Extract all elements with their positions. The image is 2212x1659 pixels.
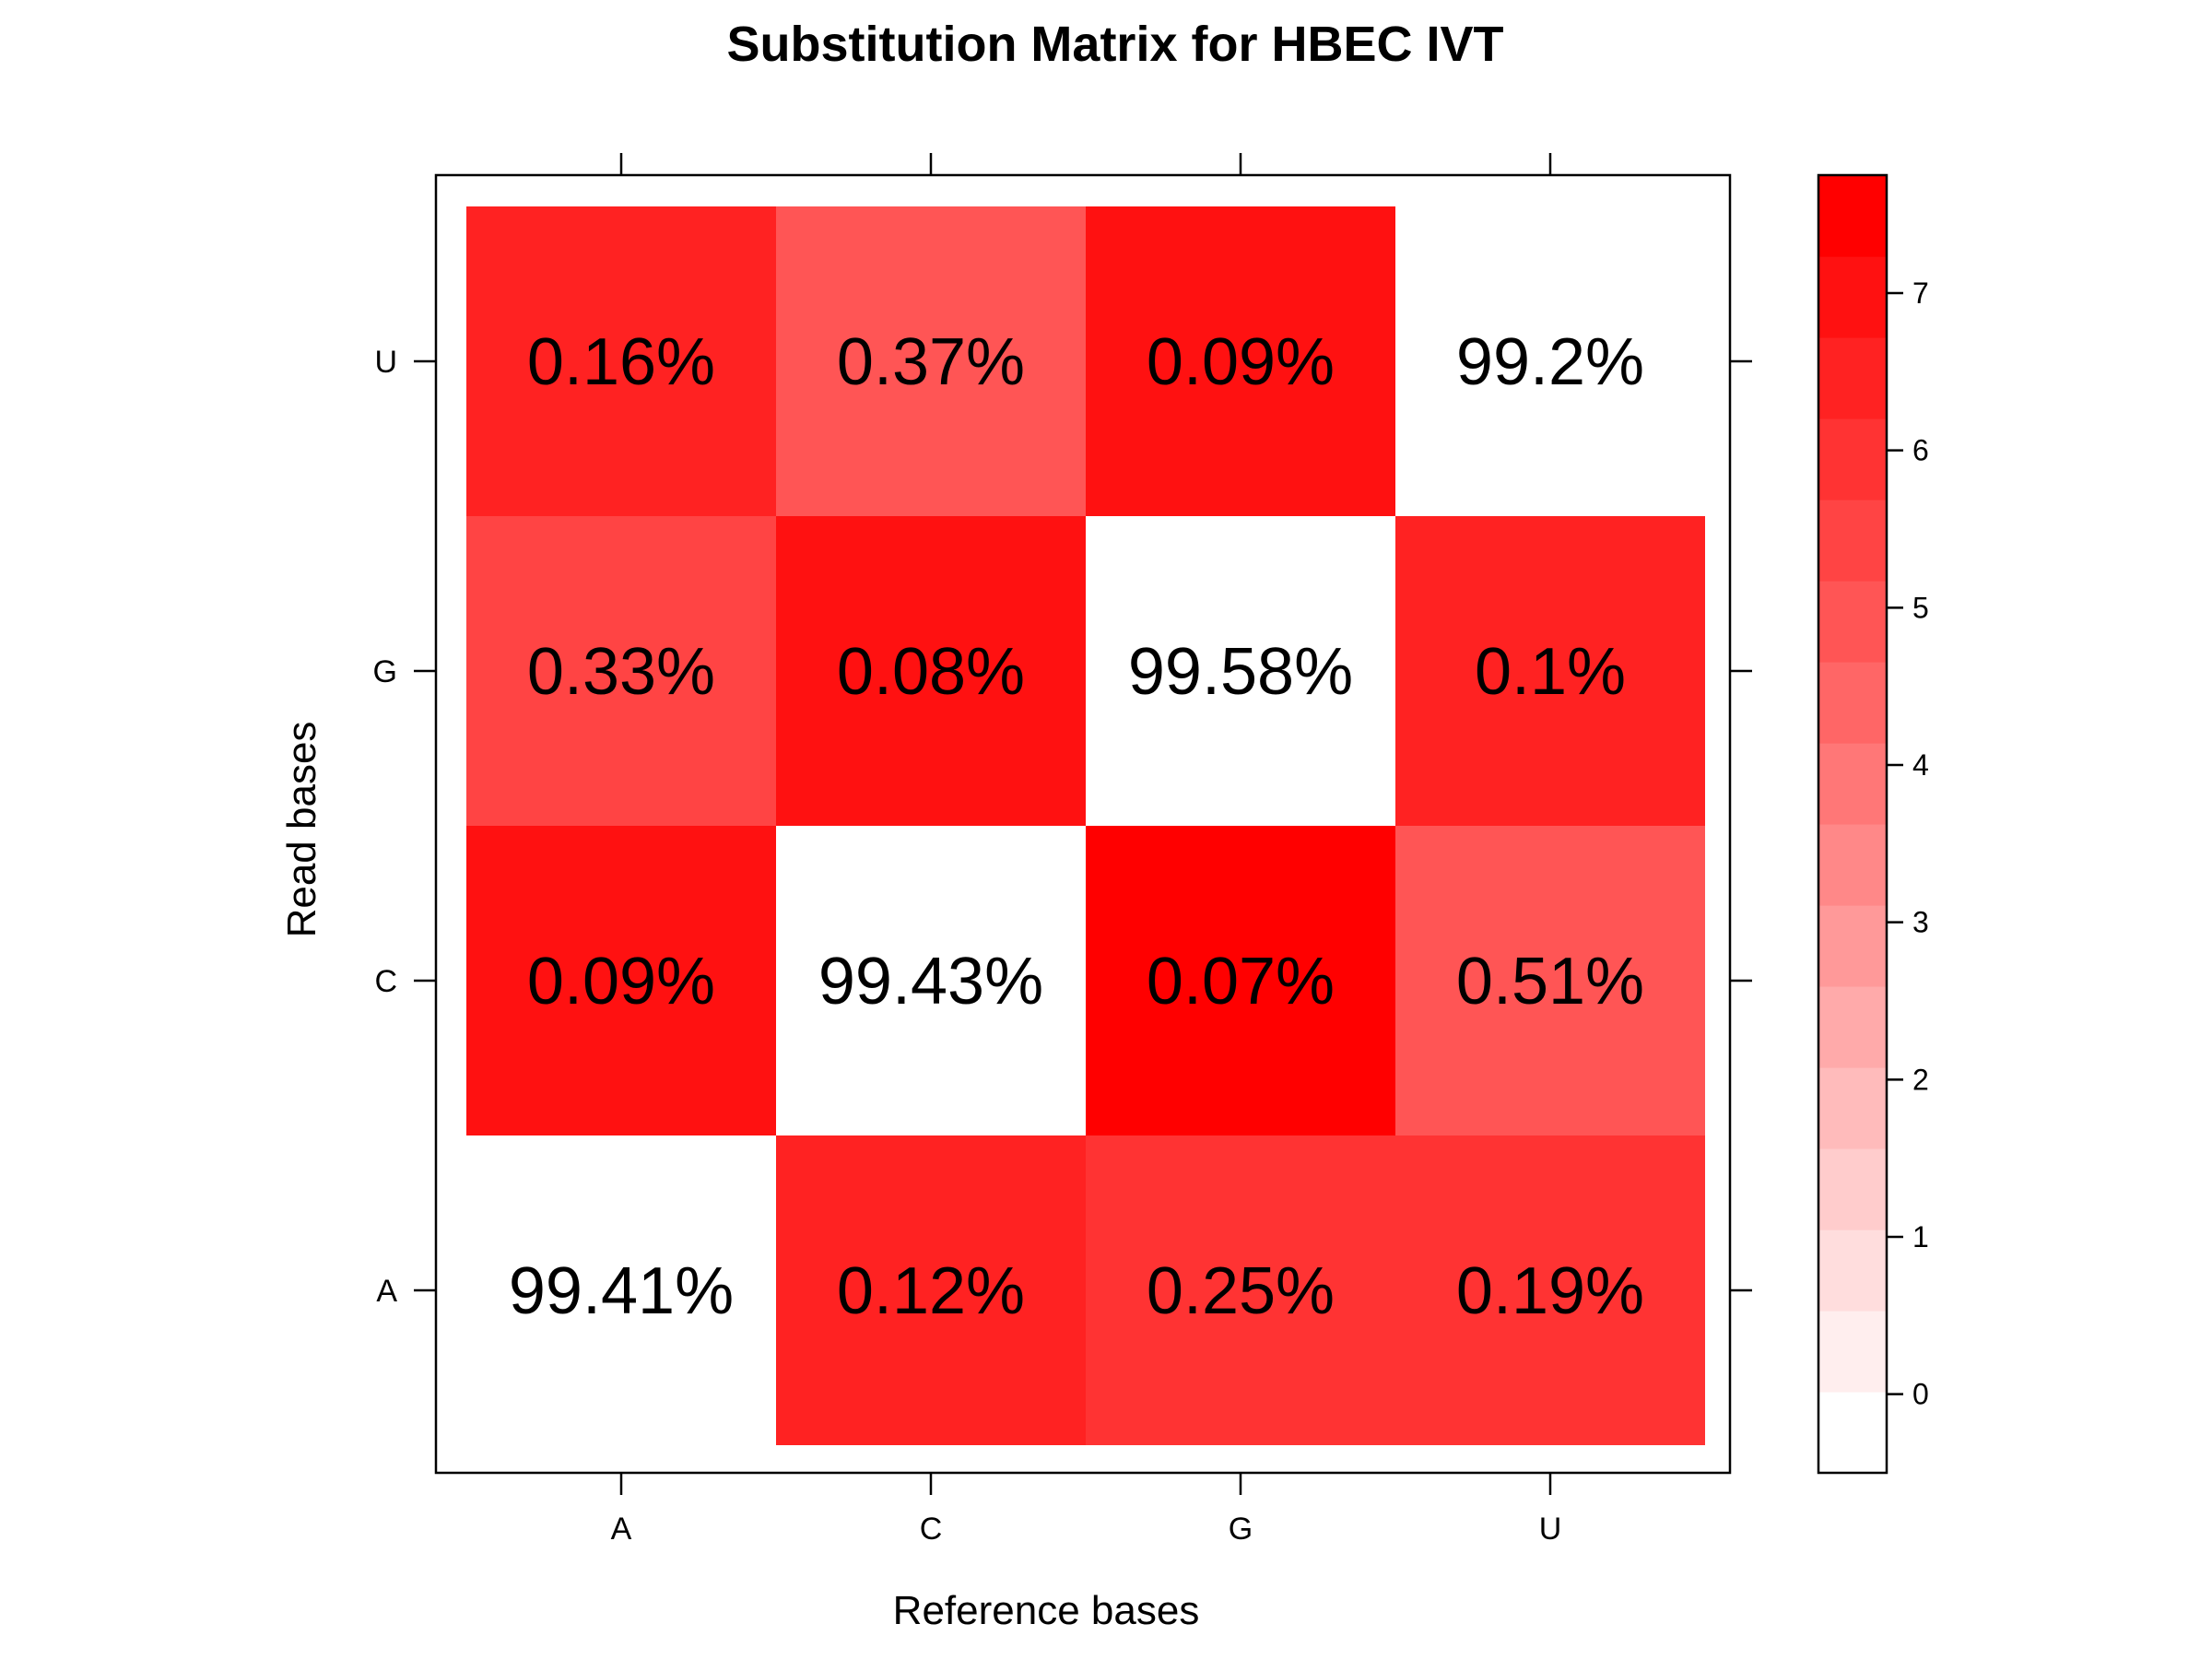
axes: A C G U A C G U — [373, 153, 1752, 1547]
chart-title: Substitution Matrix for HBEC IVT — [727, 17, 1504, 72]
cell-label-U-G: 0.1% — [1475, 635, 1626, 709]
heatmap-cell-A-A — [466, 1135, 776, 1445]
heatmap-cell-G-G — [1086, 516, 1395, 826]
y-tick-label-A: A — [376, 1274, 397, 1309]
colorbar-tick-label-0: 0 — [1912, 1378, 1929, 1411]
y-tick-label-G: G — [373, 654, 397, 689]
heatmap-cell-A-G — [466, 516, 776, 826]
colorbar-band-6 — [1818, 905, 1887, 987]
cell-label-G-A: 0.25% — [1147, 1254, 1335, 1328]
colorbar-band-12 — [1818, 418, 1887, 500]
heatmap-cells: 99.41% 0.12% 0.25% 0.19% 0.09% 99.43% 0.07% 0.5… — [466, 206, 1705, 1445]
heatmap-cell-A-U — [466, 206, 776, 516]
heatmap-cell-G-U — [1086, 206, 1395, 516]
cell-label-G-U: 0.09% — [1147, 325, 1335, 399]
colorbar-band-2 — [1818, 1230, 1887, 1312]
cell-label-C-A: 0.12% — [837, 1254, 1025, 1328]
colorbar-tick-label-3: 3 — [1912, 906, 1929, 939]
colorbar-tick-label-1: 1 — [1912, 1220, 1929, 1253]
colorbar-tick-label-5: 5 — [1912, 591, 1929, 624]
heatmap-cell-U-G — [1395, 516, 1705, 826]
cell-label-C-U: 0.37% — [837, 325, 1025, 399]
colorbar-band-15 — [1818, 175, 1887, 257]
colorbar-band-11 — [1818, 500, 1887, 582]
colorbar-tick-label-7: 7 — [1912, 276, 1929, 310]
cell-label-C-G: 0.08% — [837, 635, 1025, 709]
heatmap-cell-C-G — [776, 516, 1086, 826]
colorbar-band-13 — [1818, 337, 1887, 419]
heatmap-cell-U-A — [1395, 1135, 1705, 1445]
heatmap-cell-C-C — [776, 826, 1086, 1135]
colorbar-band-1 — [1818, 1311, 1887, 1393]
y-tick-label-C: C — [374, 964, 397, 999]
cell-label-U-A: 0.19% — [1456, 1254, 1644, 1328]
colorbar: 0 1 2 3 4 5 6 7 — [1817, 173, 1929, 1475]
cell-label-A-U: 0.16% — [527, 325, 715, 399]
x-tick-label-A: A — [611, 1512, 632, 1547]
x-axis-title: Reference bases — [893, 1588, 1200, 1633]
cell-label-C-C: 99.43% — [818, 945, 1043, 1018]
colorbar-tick-label-6: 6 — [1912, 434, 1929, 467]
colorbar-tick-label-4: 4 — [1912, 748, 1929, 782]
cell-label-U-C: 0.51% — [1456, 945, 1644, 1018]
colorbar-tick-label-2: 2 — [1912, 1063, 1929, 1096]
heatmap-cell-U-C — [1395, 826, 1705, 1135]
heatmap-cell-C-A — [776, 1135, 1086, 1445]
cell-label-A-C: 0.09% — [527, 945, 715, 1018]
heatmap-cell-G-A — [1086, 1135, 1395, 1445]
colorbar-band-14 — [1818, 256, 1887, 338]
colorbar-band-8 — [1818, 743, 1887, 825]
cell-label-A-G: 0.33% — [527, 635, 715, 709]
x-tick-label-G: G — [1229, 1512, 1253, 1547]
colorbar-band-3 — [1818, 1148, 1887, 1230]
heatmap-cell-G-C — [1086, 826, 1395, 1135]
cell-label-G-C: 0.07% — [1147, 945, 1335, 1018]
colorbar-band-0 — [1818, 1392, 1887, 1474]
heatmap-cell-U-U — [1395, 206, 1705, 516]
x-tick-label-U: U — [1539, 1512, 1562, 1547]
y-tick-label-U: U — [374, 345, 397, 380]
colorbar-band-7 — [1818, 824, 1887, 906]
colorbar-band-5 — [1818, 986, 1887, 1068]
colorbar-band-9 — [1818, 662, 1887, 744]
cell-label-U-U: 99.2% — [1456, 325, 1644, 399]
cell-label-G-G: 99.58% — [1128, 635, 1353, 709]
cell-label-A-A: 99.41% — [509, 1254, 734, 1328]
y-axis-title: Read bases — [279, 722, 324, 938]
plot-frame — [434, 173, 1732, 1475]
heatmap-cell-C-U — [776, 206, 1086, 516]
x-tick-label-C: C — [920, 1512, 943, 1547]
colorbar-band-4 — [1818, 1067, 1887, 1149]
colorbar-band-10 — [1818, 581, 1887, 663]
heatmap-cell-A-C — [466, 826, 776, 1135]
colorbar-frame — [1817, 173, 1888, 1475]
